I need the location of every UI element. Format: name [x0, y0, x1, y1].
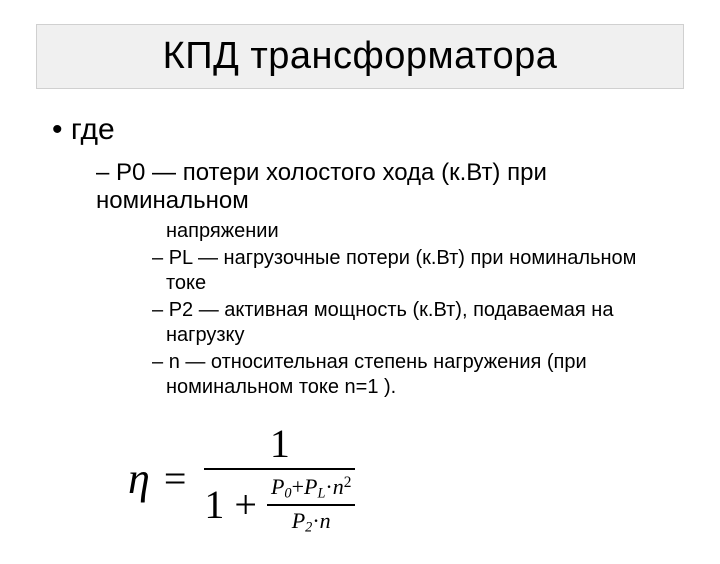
- inner-fraction-bar: [267, 504, 355, 506]
- inner-denominator: P2·n: [288, 508, 335, 536]
- outer-denominator: 1 + P0+PL·n2 P2·n: [204, 470, 355, 536]
- symbol-eta: η: [128, 453, 150, 504]
- equals-sign: =: [164, 455, 187, 502]
- sub-definitions: напряжении PL — нагрузочные потери (к.Вт…: [96, 219, 672, 400]
- one-plus: 1 +: [204, 481, 257, 528]
- def-p0-continuation: напряжении: [96, 219, 672, 244]
- def-p0: P0 — потери холостого хода (к.Вт) при но…: [96, 159, 672, 215]
- def-p2: P2 — активная мощность (к.Вт), подаваема…: [96, 298, 672, 348]
- inner-fraction: P0+PL·n2 P2·n: [267, 474, 355, 536]
- outer-numerator: 1: [262, 422, 298, 468]
- slide-body: где P0 — потери холостого хода (к.Вт) пр…: [0, 89, 720, 536]
- slide-title: КПД трансформатора: [55, 35, 665, 78]
- title-bar: КПД трансформатора: [36, 24, 684, 89]
- where-label: где: [52, 113, 672, 147]
- def-pl: PL — нагрузочные потери (к.Вт) при номин…: [96, 246, 672, 296]
- outer-fraction: 1 1 + P0+PL·n2 P2·n: [204, 422, 355, 536]
- efficiency-formula: η = 1 1 + P0+PL·n2 P2·n: [128, 422, 672, 536]
- def-n: n — относительная степень нагружения (пр…: [96, 350, 672, 400]
- inner-numerator: P0+PL·n2: [267, 474, 355, 502]
